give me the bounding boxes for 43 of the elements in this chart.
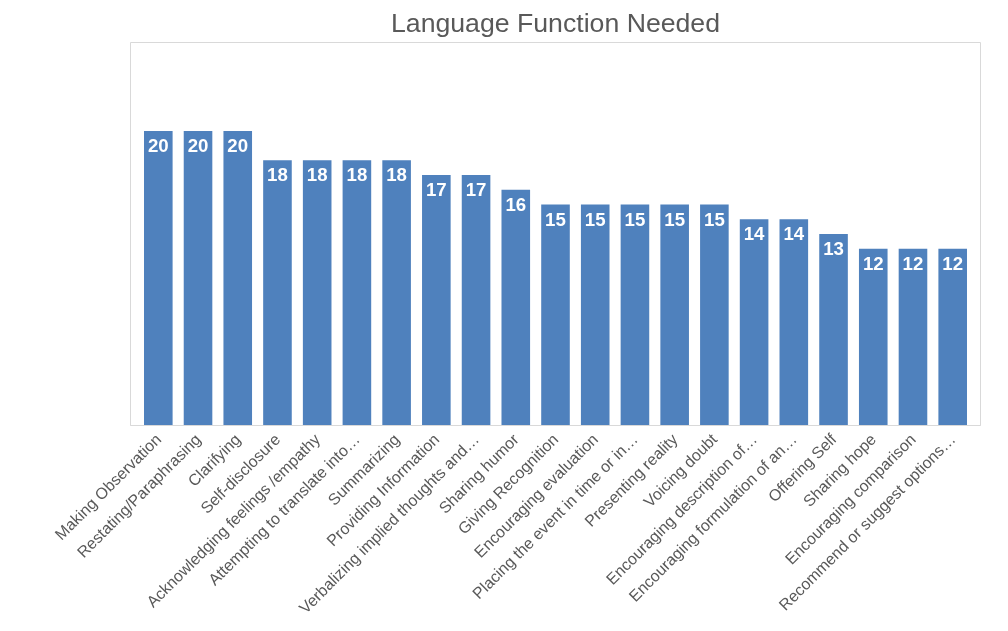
bar [858,248,888,426]
bar [422,175,451,426]
bar [898,248,928,426]
data-label: 18 [346,164,368,186]
data-label: 15 [545,208,566,230]
bar [819,234,848,426]
bar [739,219,769,426]
data-label: 15 [664,208,686,230]
bar [620,204,650,426]
data-label: 18 [386,164,408,186]
data-label: 15 [704,208,725,230]
data-label: 20 [147,134,169,156]
data-label: 14 [743,223,766,245]
data-label: 13 [823,238,844,259]
bar [461,175,491,426]
bar [700,204,729,426]
bar [660,204,689,426]
bar [779,219,809,426]
bar [183,130,213,426]
data-label: 17 [465,179,487,201]
bar [541,204,570,426]
bar [342,160,372,426]
data-label: 16 [505,193,527,215]
bar [263,160,292,426]
bar [580,204,610,426]
data-label: 18 [267,164,288,186]
bar [382,160,411,426]
bar [223,130,253,426]
bar [938,248,967,426]
data-label: 12 [862,252,884,274]
data-label: 14 [783,223,805,245]
data-label: 12 [902,252,924,274]
data-label: 15 [584,208,606,230]
data-label: 15 [624,208,646,230]
chart-title: Language Function Needed [390,7,721,38]
bar [144,130,173,426]
bar [302,160,332,426]
data-label: 17 [425,179,447,201]
bar [501,189,531,426]
data-label: 12 [942,252,964,274]
data-label: 18 [306,164,328,186]
data-label: 20 [187,134,209,156]
data-label: 20 [227,134,249,156]
